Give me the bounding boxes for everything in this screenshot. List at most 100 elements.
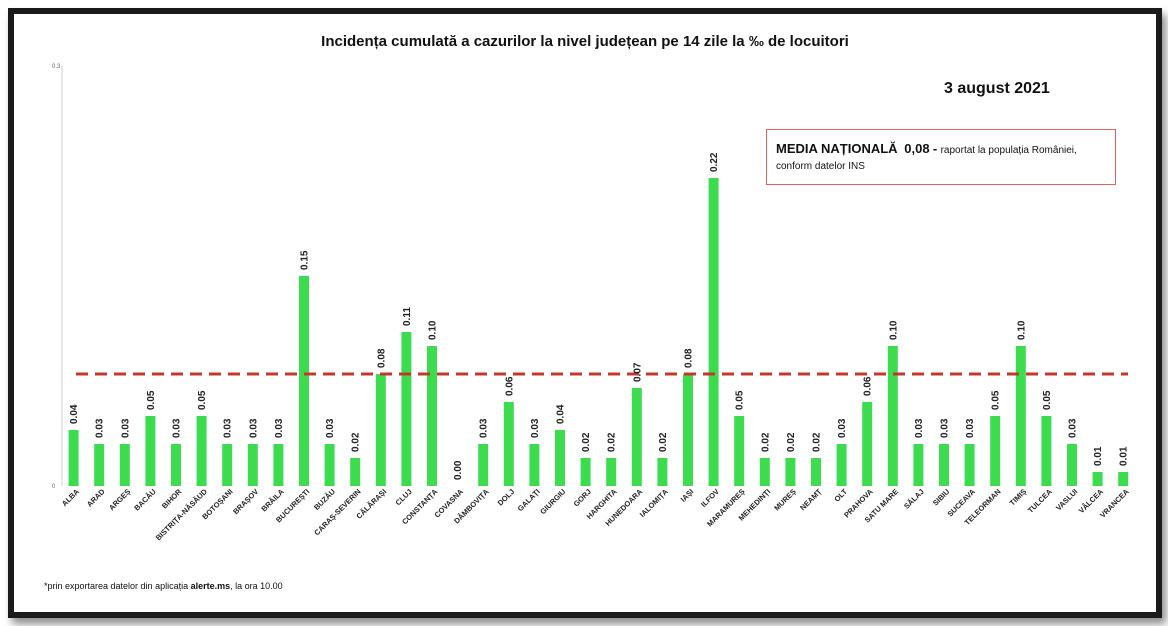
footnote-suffix: , la ora 10.00 <box>230 581 283 591</box>
value-label-8: 0.03 <box>274 418 285 438</box>
national-average-box: MEDIA NAȚIONALĂ 0,08 - raportat la popul… <box>766 129 1116 185</box>
category-label-34: SIBIU <box>931 487 952 508</box>
value-label-14: 0.10 <box>428 320 439 340</box>
value-label-20: 0.02 <box>581 432 592 452</box>
national-average-line: MEDIA NAȚIONALĂ 0,08 - raportat la popul… <box>776 141 1077 156</box>
bar-23 <box>657 458 668 486</box>
bar-7 <box>247 444 258 486</box>
bar-40 <box>1092 472 1103 486</box>
category-label-33: SĂLAJ <box>902 487 926 511</box>
value-label-11: 0.02 <box>351 432 362 452</box>
value-label-3: 0.05 <box>146 390 157 410</box>
bar-34 <box>939 444 949 486</box>
bar-21 <box>606 458 617 486</box>
value-label-23: 0.02 <box>658 432 669 452</box>
value-label-12: 0.08 <box>376 348 387 368</box>
value-label-5: 0.05 <box>197 390 208 410</box>
value-label-25: 0.22 <box>709 152 720 172</box>
category-label-1: ARAD <box>85 487 107 509</box>
bar-1 <box>94 444 105 486</box>
bar-4 <box>171 444 181 486</box>
bar-22 <box>631 388 642 486</box>
bar-24 <box>683 374 693 486</box>
category-label-19: GIURGIU <box>538 487 567 516</box>
category-label-20: GORJ <box>572 487 593 508</box>
bar-17 <box>503 402 514 486</box>
bar-9 <box>299 276 309 486</box>
category-label-29: NEAMȚ <box>798 487 824 513</box>
value-label-18: 0.03 <box>530 418 541 438</box>
value-label-13: 0.11 <box>402 307 413 326</box>
category-label-30: OLT <box>832 487 849 504</box>
value-label-9: 0.15 <box>300 250 311 270</box>
value-label-37: 0.10 <box>1016 320 1027 340</box>
value-label-31: 0.06 <box>863 376 874 396</box>
bar-20 <box>580 458 591 486</box>
y-tick-label: 0 <box>52 484 56 490</box>
bar-30 <box>836 444 847 486</box>
value-label-0: 0.04 <box>69 404 80 424</box>
value-label-7: 0.03 <box>248 418 259 438</box>
category-label-2: ARGEȘ <box>107 487 132 512</box>
value-label-26: 0.05 <box>735 390 746 410</box>
value-label-1: 0.03 <box>95 418 106 438</box>
category-label-13: CLUJ <box>394 487 414 507</box>
bar-8 <box>273 444 284 486</box>
value-label-39: 0.03 <box>1068 418 1079 438</box>
value-label-33: 0.03 <box>914 418 925 438</box>
bar-16 <box>478 444 489 486</box>
footnote-prefix: *prin exportarea datelor din aplicația <box>44 581 189 591</box>
value-label-15: 0.00 <box>453 460 464 480</box>
category-label-28: MUREȘ <box>772 487 798 513</box>
bar-25 <box>708 178 719 486</box>
value-label-40: 0.01 <box>1093 446 1104 466</box>
bar-31 <box>862 402 873 486</box>
category-label-39: VASLUI <box>1054 487 1079 512</box>
value-label-16: 0.03 <box>479 418 490 438</box>
chart-frame: Incidența cumulată a cazurilor la nivel … <box>8 8 1162 618</box>
bar-29 <box>811 458 821 486</box>
chart-title: Incidența cumulată a cazurilor la nivel … <box>321 33 849 50</box>
bar-6 <box>222 444 233 486</box>
category-label-24: IAȘI <box>679 487 696 504</box>
bar-27 <box>759 458 770 486</box>
category-label-17: DOLJ <box>496 487 517 508</box>
bar-0 <box>68 430 79 486</box>
value-label-36: 0.05 <box>991 390 1002 410</box>
value-label-2: 0.03 <box>120 418 131 438</box>
value-label-24: 0.08 <box>684 348 695 368</box>
value-label-10: 0.03 <box>325 418 336 438</box>
bar-26 <box>734 416 745 486</box>
bar-28 <box>785 458 796 486</box>
value-label-6: 0.03 <box>223 418 234 438</box>
value-label-19: 0.04 <box>556 404 567 424</box>
bar-14 <box>427 346 437 486</box>
category-label-10: BUZĂU <box>312 487 337 512</box>
bar-38 <box>1041 416 1052 486</box>
value-label-38: 0.05 <box>1042 390 1053 410</box>
category-label-38: TULCEA <box>1026 487 1054 515</box>
national-average-text: raportat la populația României, <box>940 145 1077 156</box>
national-average-label: MEDIA NAȚIONALĂ <box>776 141 898 156</box>
bar-3 <box>145 416 156 486</box>
bar-33 <box>913 444 924 486</box>
bar-18 <box>529 444 540 486</box>
bar-19 <box>555 430 565 486</box>
value-label-30: 0.03 <box>837 418 848 438</box>
category-label-3: BACĂU <box>132 487 158 513</box>
bar-5 <box>196 416 207 486</box>
category-label-25: ILFOV <box>699 487 721 509</box>
category-label-11: CARAȘ-SEVERIN <box>312 487 362 537</box>
bar-12 <box>375 374 386 486</box>
category-label-23: IALOMIȚA <box>638 487 670 519</box>
bar-36 <box>990 416 1001 486</box>
value-label-4: 0.03 <box>172 418 183 438</box>
bar-35 <box>964 444 975 486</box>
value-label-27: 0.02 <box>760 432 771 452</box>
value-label-29: 0.02 <box>812 432 823 452</box>
bar-41 <box>1118 472 1129 486</box>
category-label-37: TIMIȘ <box>1008 487 1029 508</box>
bar-13 <box>401 332 412 486</box>
value-label-22: 0.07 <box>632 362 643 382</box>
